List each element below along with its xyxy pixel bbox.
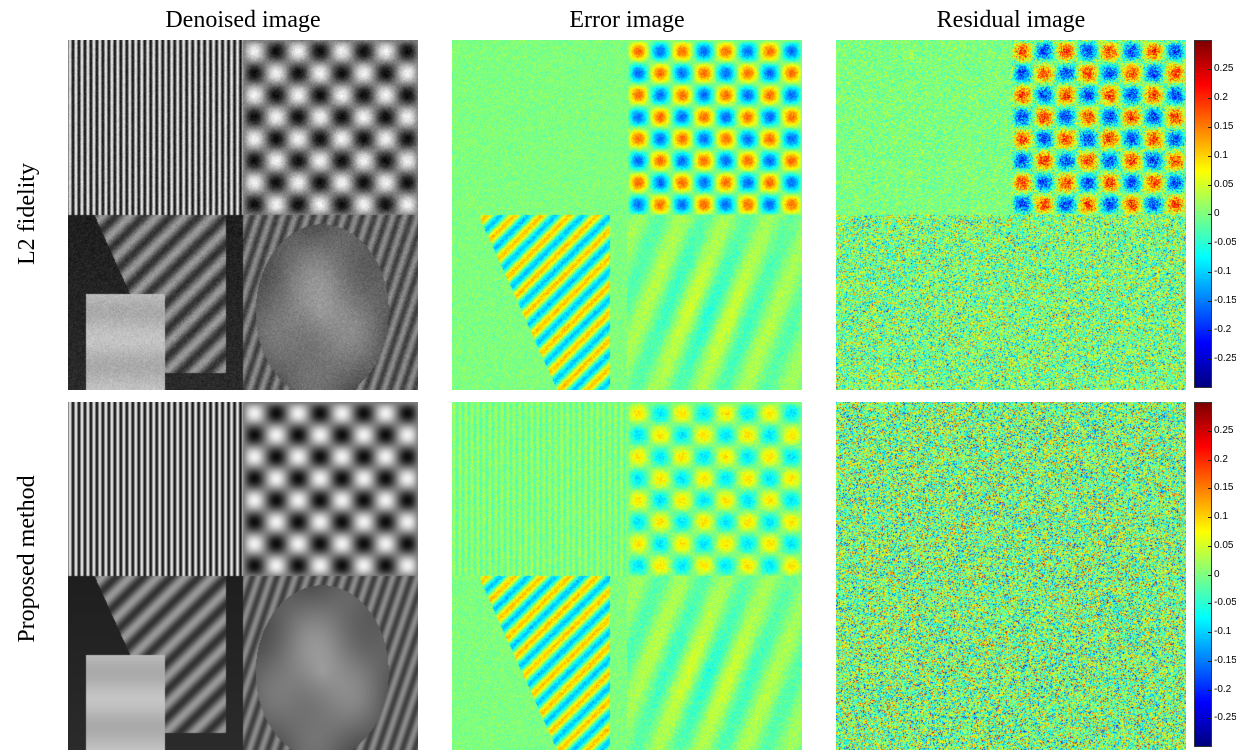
residual-image-proposed (836, 402, 1186, 750)
colorbar-tick-mark (1208, 603, 1212, 605)
colorbar-tick-mark (1208, 185, 1212, 186)
colorbar-tick-label: -0.25 (1214, 353, 1236, 364)
column-title-residual: Residual image (936, 7, 1086, 33)
colorbar-tick-label: 0.2 (1214, 92, 1228, 103)
denoised-image-proposed (68, 402, 418, 750)
colorbar-tick-label: -0.15 (1214, 295, 1236, 306)
colorbar-tick-mark (1208, 156, 1212, 157)
colorbar-tick-label: 0.2 (1214, 453, 1228, 465)
colorbar-tick-label: 0.15 (1214, 482, 1234, 494)
colorbar-tick-mark (1208, 488, 1212, 490)
colorbar-tick-mark (1208, 545, 1212, 547)
colorbar-tick-mark (1208, 718, 1212, 720)
residual-image-l2 (836, 40, 1186, 390)
colorbar-tick-label: 0.15 (1214, 121, 1234, 132)
denoised-image-l2 (68, 40, 418, 390)
colorbar-tick-mark (1208, 127, 1212, 128)
colorbar-tick-mark (1208, 459, 1212, 461)
colorbar-tick-label: 0.25 (1214, 63, 1234, 74)
colorbar-tick-label: -0.2 (1214, 683, 1232, 695)
colorbar-tick-mark (1208, 660, 1212, 662)
colorbar-tick-mark (1208, 689, 1212, 691)
colorbar-tick-mark (1208, 359, 1212, 360)
colorbar-tick-label: -0.15 (1214, 654, 1236, 666)
colorbar-tick-mark (1208, 632, 1212, 633)
error-image-l2 (452, 40, 802, 390)
colorbar-tick-label: -0.1 (1214, 266, 1232, 277)
colorbar-tick-mark (1208, 214, 1212, 215)
colorbar-tick-label: -0.05 (1214, 597, 1236, 609)
colorbar-tick-mark (1208, 330, 1212, 331)
colorbar-tick-label: -0.05 (1214, 237, 1236, 248)
row-label-l2: L2 fidelity (14, 163, 40, 265)
colorbar-tick-label: 0.25 (1214, 424, 1234, 436)
colorbar-tick-mark (1208, 574, 1212, 576)
colorbar-tick-label: 0 (1214, 208, 1220, 219)
colorbar-tick-label: 0 (1214, 568, 1220, 580)
colorbar-tick-label: 0.1 (1214, 511, 1228, 522)
column-title-error: Error image (569, 7, 685, 33)
colorbar-tick-mark (1208, 243, 1212, 244)
colorbar-tick-label: 0.05 (1214, 539, 1234, 551)
colorbar-tick-label: -0.25 (1214, 712, 1236, 724)
colorbar-tick-mark (1208, 301, 1212, 302)
row-label-proposed: Proposed method (14, 475, 40, 643)
colorbar-tick-label: -0.2 (1214, 324, 1232, 335)
colorbar-tick-mark (1208, 517, 1212, 518)
colorbar-tick-mark (1208, 272, 1212, 273)
column-title-denoised: Denoised image (165, 7, 321, 33)
colorbar-tick-mark (1208, 430, 1212, 432)
colorbar-tick-mark (1208, 98, 1212, 99)
colorbar-tick-label: 0.05 (1214, 179, 1234, 190)
colorbar-tick-mark (1208, 69, 1212, 70)
error-image-proposed (452, 402, 802, 750)
colorbar-tick-label: -0.1 (1214, 626, 1232, 637)
colorbar-tick-label: 0.1 (1214, 150, 1228, 161)
